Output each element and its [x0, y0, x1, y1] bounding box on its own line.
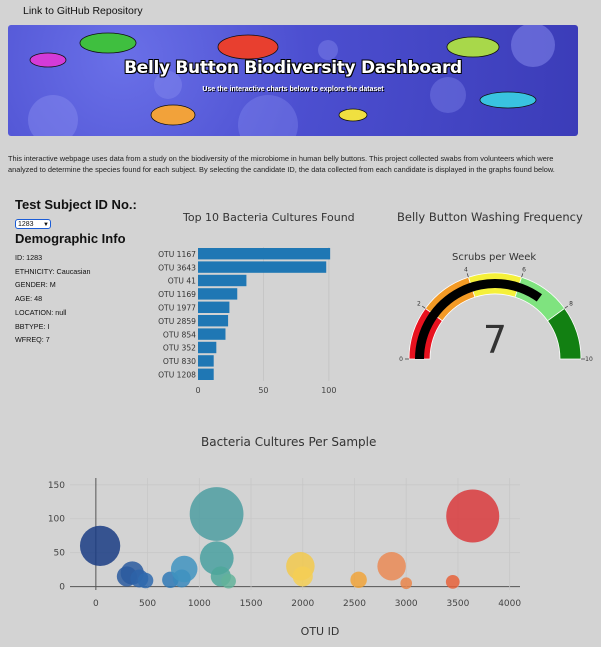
- bubble-x-tick-label: 3000: [395, 599, 418, 609]
- bar-category-label: OTU 41: [168, 277, 196, 286]
- bar[interactable]: [198, 355, 214, 367]
- subject-id-label: Test Subject ID No.:: [15, 197, 137, 212]
- bubble-y-tick-label: 100: [48, 515, 65, 525]
- bar-x-tick-label: 50: [258, 386, 268, 393]
- banner-title: Belly Button Biodiversity Dashboard: [124, 58, 462, 78]
- bubble-y-tick-label: 0: [59, 583, 65, 593]
- bubble[interactable]: [137, 572, 154, 589]
- bar[interactable]: [198, 248, 331, 260]
- gauge-tick: [564, 305, 569, 309]
- bubble[interactable]: [170, 555, 198, 583]
- bar[interactable]: [198, 368, 214, 380]
- chevron-down-icon: ▼: [43, 222, 49, 228]
- bubble[interactable]: [189, 487, 244, 541]
- bubble-y-tick-label: 50: [54, 549, 66, 559]
- bar-category-label: OTU 3643: [158, 263, 196, 272]
- bubble[interactable]: [79, 525, 121, 567]
- gauge-value-bar: [415, 279, 543, 359]
- bubble[interactable]: [377, 552, 406, 581]
- demo-ethnicity: ETHNICITY: Caucasian: [15, 266, 91, 276]
- bubble[interactable]: [445, 574, 460, 589]
- bubble[interactable]: [292, 566, 313, 587]
- bubble-x-tick-label: 1500: [240, 599, 263, 609]
- bubble-x-axis-label: OTU ID: [301, 625, 340, 638]
- bar-x-tick-label: 0: [195, 386, 200, 393]
- gauge-tick: [466, 273, 469, 278]
- bar-x-tick-label: 100: [321, 386, 336, 393]
- bubble[interactable]: [199, 541, 234, 575]
- gauge-tick-label: 10: [585, 356, 593, 363]
- bubble-chart-title: Bacteria Cultures Per Sample: [201, 435, 377, 449]
- bar[interactable]: [198, 328, 226, 340]
- subject-id-value: 1283: [18, 221, 34, 228]
- bar[interactable]: [198, 315, 229, 327]
- demo-bbtype: BBTYPE: I: [15, 321, 50, 331]
- gauge-subtitle: Scrubs per Week: [452, 252, 537, 263]
- bubble-x-tick-label: 3500: [446, 599, 469, 609]
- bubble-y-tick-label: 150: [48, 481, 65, 491]
- bubble-x-tick-label: 0: [93, 599, 99, 609]
- bar[interactable]: [198, 288, 238, 300]
- bar-category-label: OTU 352: [163, 344, 196, 353]
- bar[interactable]: [198, 261, 327, 273]
- gauge-value: 7: [483, 318, 507, 362]
- gauge-chart[interactable]: 0 2 4 6 8 10 7: [395, 262, 595, 372]
- demo-wfreq: WFREQ: 7: [15, 335, 50, 345]
- bubble-x-tick-label: 2500: [343, 599, 366, 609]
- bubble[interactable]: [221, 573, 236, 589]
- bar-category-label: OTU 2859: [158, 317, 196, 326]
- bubble[interactable]: [350, 571, 367, 589]
- bar-category-label: OTU 1169: [158, 290, 196, 299]
- demo-age: AGE: 48: [15, 294, 43, 304]
- bar-chart-title: Top 10 Bacteria Cultures Found: [183, 211, 355, 224]
- bubble-x-tick-label: 500: [139, 599, 156, 609]
- bubble[interactable]: [446, 489, 500, 543]
- bubble[interactable]: [400, 577, 413, 590]
- navbar: Link to GitHub Repository: [0, 0, 601, 22]
- gauge-tick-label: 6: [522, 267, 526, 274]
- intro-text: This interactive webpage uses data from …: [8, 154, 555, 174]
- bar[interactable]: [198, 341, 217, 354]
- bubble-x-tick-label: 2000: [291, 599, 314, 609]
- bar-category-label: OTU 1977: [158, 304, 196, 313]
- bubble-x-tick-label: 4000: [498, 599, 521, 609]
- gauge-tick-label: 2: [417, 301, 421, 308]
- demographic-title: Demographic Info: [15, 231, 126, 246]
- banner: Belly Button Biodiversity Dashboard Use …: [8, 25, 578, 136]
- bar-category-label: OTU 830: [163, 357, 196, 366]
- bar-category-label: OTU 1167: [158, 250, 196, 259]
- demo-gender: GENDER: M: [15, 280, 56, 290]
- demo-id: ID: 1283: [15, 253, 43, 262]
- gauge-band: [547, 307, 582, 360]
- demographic-list: ID: 1283 ETHNICITY: Caucasian GENDER: M …: [15, 251, 91, 347]
- bar-category-label: OTU 1208: [158, 371, 196, 380]
- bacteria-illustration: [28, 25, 555, 136]
- banner-subtitle: Use the interactive charts below to expl…: [202, 86, 384, 93]
- gauge-title: Belly Button Washing Frequency: [397, 210, 583, 224]
- subject-id-select[interactable]: 1283 ▼: [15, 219, 51, 229]
- demo-location: LOCATION: null: [15, 307, 67, 317]
- github-link[interactable]: Link to GitHub Repository: [23, 5, 143, 17]
- bar-chart[interactable]: 0 50 100 OTU 1167 OTU 3643 OTU 41 OTU 1169 OTU …: [140, 243, 355, 393]
- gauge-tick: [521, 273, 524, 278]
- bubble-x-tick-label: 1000: [188, 599, 211, 609]
- gauge-tick: [421, 305, 426, 309]
- gauge-tick-label: 8: [569, 301, 573, 308]
- bar[interactable]: [198, 274, 247, 287]
- bar[interactable]: [198, 301, 230, 313]
- bar-category-label: OTU 854: [163, 330, 196, 339]
- gauge-tick-label: 0: [399, 356, 403, 363]
- gauge-tick-label: 4: [464, 267, 468, 274]
